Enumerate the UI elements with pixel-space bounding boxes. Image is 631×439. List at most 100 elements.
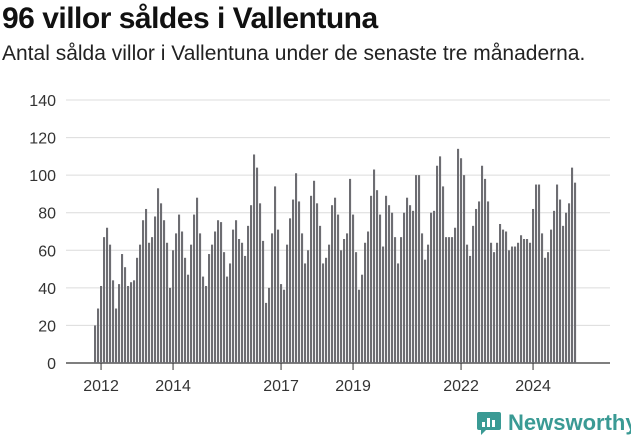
bar	[376, 190, 379, 363]
bar	[310, 195, 313, 363]
bar	[526, 239, 529, 363]
bar	[433, 210, 436, 363]
bar	[229, 263, 232, 363]
bar	[322, 263, 325, 363]
bar	[421, 233, 424, 363]
bar	[331, 205, 334, 363]
bar	[169, 287, 172, 363]
bar	[235, 220, 238, 363]
bar	[529, 242, 532, 363]
bar	[136, 257, 139, 363]
bar	[274, 186, 277, 363]
bar	[349, 178, 352, 363]
bar	[337, 214, 340, 363]
y-axis: 0 20 40 60 80 100 120 140	[29, 93, 56, 373]
bar	[280, 284, 283, 363]
bar	[262, 240, 265, 363]
bar	[346, 233, 349, 363]
bar	[202, 276, 205, 363]
bar	[499, 223, 502, 363]
bar	[505, 231, 508, 363]
bar	[361, 274, 364, 363]
bar	[130, 282, 133, 363]
bar	[178, 214, 181, 363]
y-tick-label: 40	[38, 281, 56, 298]
bar-series	[94, 148, 577, 363]
bar	[166, 242, 169, 363]
bar	[127, 285, 130, 363]
bar	[301, 233, 304, 363]
bar	[160, 203, 163, 363]
bar	[442, 186, 445, 363]
bar	[208, 254, 211, 363]
bar	[517, 242, 520, 363]
bar	[334, 197, 337, 363]
y-tick-label: 140	[29, 93, 56, 110]
bar	[205, 285, 208, 363]
bar	[214, 231, 217, 363]
annotations: 96	[569, 0, 588, 4]
bar	[298, 201, 301, 363]
bar	[157, 188, 160, 363]
x-tick-label: 2019	[335, 378, 371, 395]
bar	[352, 214, 355, 363]
bar	[571, 167, 574, 363]
y-tick-label: 60	[38, 243, 56, 260]
bar	[556, 184, 559, 363]
bar	[397, 263, 400, 363]
bar	[277, 229, 280, 363]
bar	[118, 284, 121, 363]
bar	[325, 257, 328, 363]
bar	[538, 184, 541, 363]
bar	[151, 237, 154, 363]
bar	[547, 252, 550, 363]
bar	[574, 182, 577, 363]
bar	[562, 225, 565, 363]
bar	[148, 242, 151, 363]
bar	[304, 263, 307, 363]
bar	[568, 203, 571, 363]
bar	[199, 233, 202, 363]
bar	[139, 244, 142, 363]
bar	[400, 237, 403, 363]
bar	[295, 173, 298, 363]
bar	[115, 308, 118, 363]
bar	[367, 231, 370, 363]
bar	[133, 280, 136, 363]
bar	[457, 148, 460, 363]
bar	[292, 199, 295, 363]
bar	[181, 231, 184, 363]
bar	[316, 203, 319, 363]
bar	[436, 165, 439, 363]
newsworthy-brand[interactable]: Newsworthy	[476, 407, 631, 439]
bar	[190, 244, 193, 363]
bar	[373, 169, 376, 363]
bar	[481, 165, 484, 363]
chart-title: 96 villor såldes i Vallentuna	[2, 2, 378, 35]
bar	[523, 239, 526, 363]
bar	[319, 225, 322, 363]
bar	[472, 225, 475, 363]
bar	[364, 242, 367, 363]
bar	[256, 167, 259, 363]
bar	[172, 250, 175, 363]
bar	[466, 244, 469, 363]
bar	[412, 210, 415, 363]
bar	[268, 287, 271, 363]
bar	[463, 175, 466, 363]
bar	[370, 195, 373, 363]
bar	[475, 208, 478, 363]
bar	[430, 212, 433, 363]
bar	[418, 175, 421, 363]
bar	[220, 222, 223, 363]
bar	[427, 244, 430, 363]
bar	[313, 180, 316, 363]
bar	[460, 158, 463, 363]
bar	[193, 214, 196, 363]
bar	[142, 220, 145, 363]
bar	[253, 154, 256, 363]
bar	[469, 255, 472, 363]
bar	[238, 239, 241, 363]
bar	[382, 246, 385, 363]
bar	[307, 250, 310, 363]
